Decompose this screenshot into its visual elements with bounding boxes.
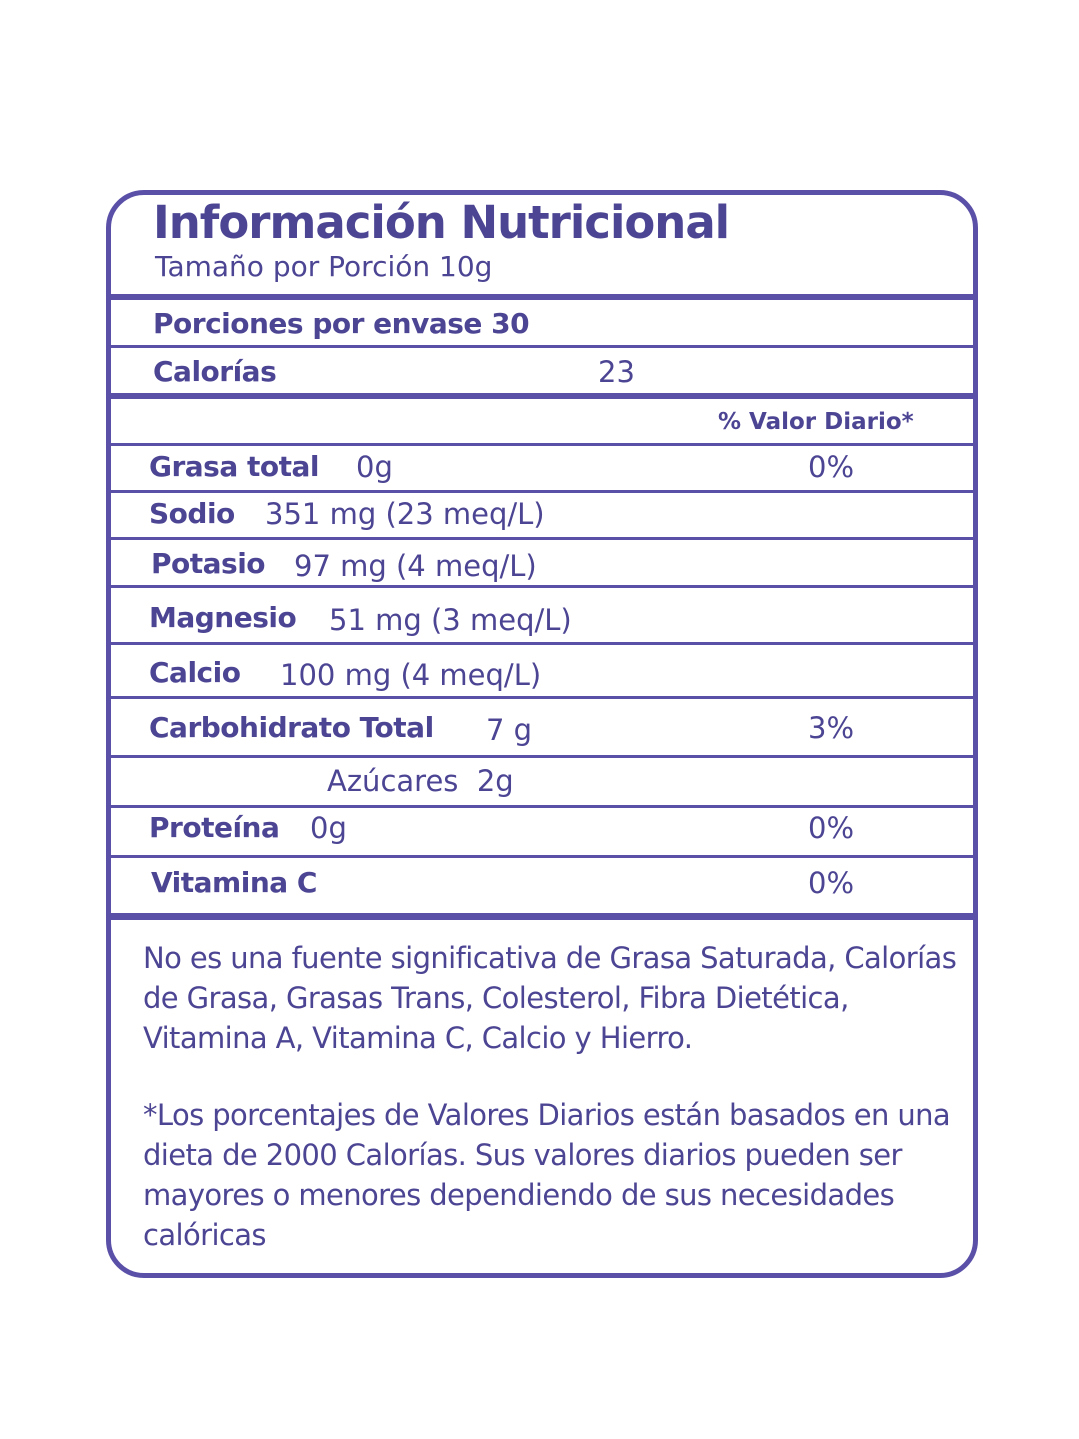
divider [111,490,973,493]
divider [111,393,973,399]
divider [111,855,973,858]
divider [111,755,973,758]
serving-size: Tamaño por Porción 10g [155,250,493,283]
divider [111,585,973,588]
row-value: Azúcares 2g [327,764,514,798]
calories-label: Calorías [153,355,277,388]
row-label: Grasa total [149,450,320,483]
divider [111,537,973,540]
servings-per-container: Porciones por envase 30 [153,307,530,340]
row-value: 97 mg (4 meq/L) [294,549,537,583]
row-label: Calcio [149,656,241,689]
daily-value-header: % Valor Diario* [718,409,914,435]
row-pct: 0% [808,866,855,900]
divider [111,805,973,808]
label-title: Información Nutricional [153,196,730,249]
row-pct: 0% [808,811,855,845]
row-label: Sodio [149,497,235,530]
row-value: 51 mg (3 meq/L) [329,603,572,637]
row-value: 100 mg (4 meq/L) [280,658,542,692]
row-pct: 0% [808,450,855,484]
row-value: 351 mg (23 meq/L) [265,497,545,531]
row-label: Carbohidrato Total [149,711,434,744]
calories-value: 23 [598,355,635,389]
row-value: 0g [310,811,347,845]
row-label: Magnesio [149,601,297,634]
row-value: 0g [356,450,393,484]
row-value: 7 g [486,713,533,747]
footnote-not-significant: No es una fuente significativa de Grasa … [143,941,957,1055]
divider [111,345,973,348]
row-label: Vitamina C [151,866,317,899]
row-label: Proteína [149,811,280,844]
divider [111,642,973,645]
divider [111,294,973,300]
row-label: Potasio [151,547,266,580]
row-pct: 3% [808,711,855,745]
divider [111,696,973,699]
label-border [106,190,978,1278]
footnote-daily-values: *Los porcentajes de Valores Diarios está… [143,1098,951,1252]
divider [111,913,973,920]
divider [111,443,973,446]
